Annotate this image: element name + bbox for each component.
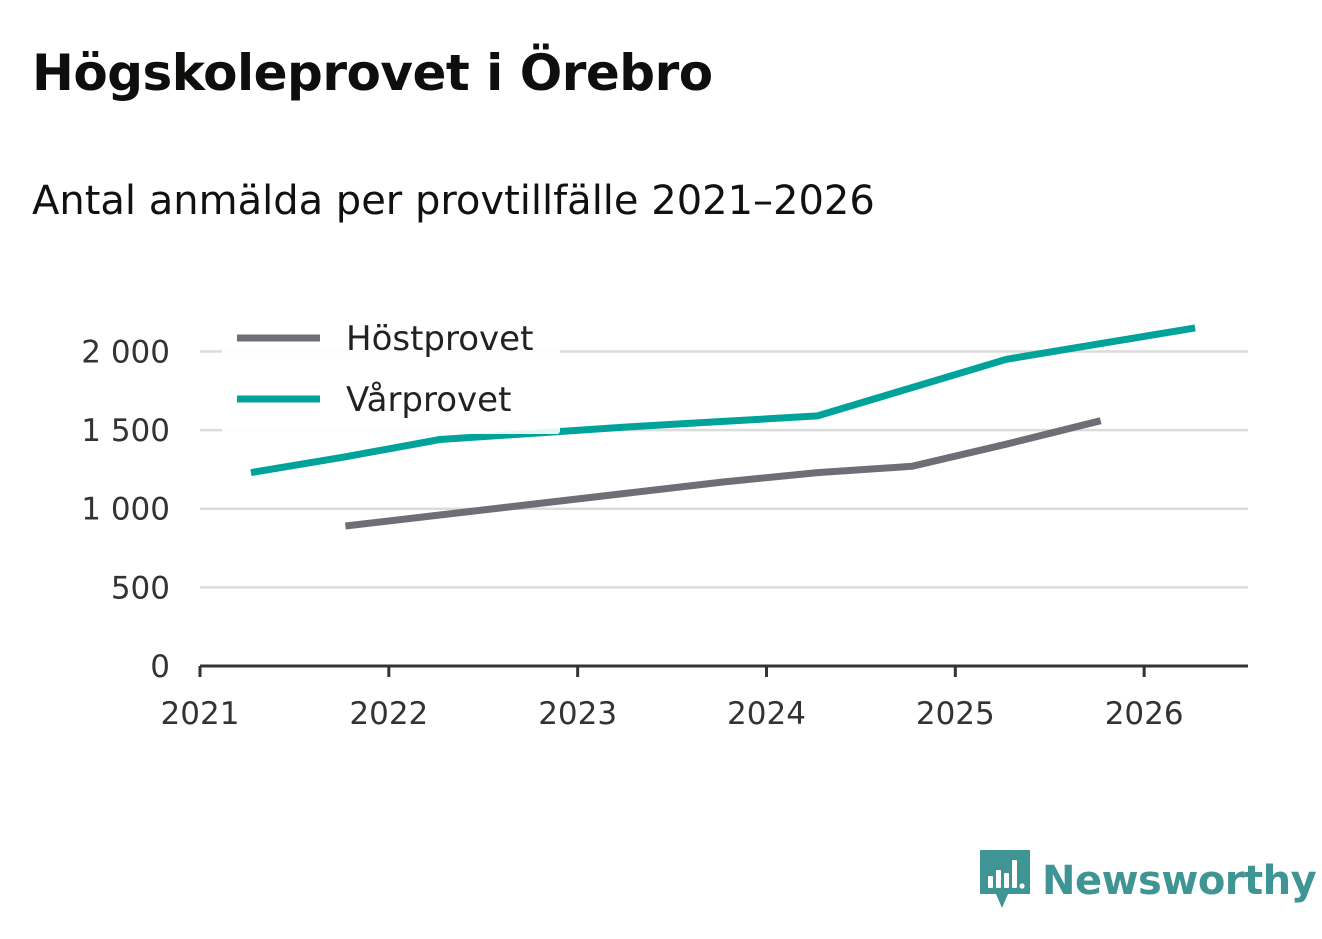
chart-title: Högskoleprovet i Örebro xyxy=(32,44,713,102)
y-tick-label: 1 000 xyxy=(81,492,170,528)
x-tick-label: 2023 xyxy=(538,696,617,732)
legend-label-varprovet: Vårprovet xyxy=(346,380,511,420)
brand-name: Newsworthy xyxy=(1042,858,1317,904)
x-tick-label: 2022 xyxy=(349,696,428,732)
x-tick-label: 2025 xyxy=(916,696,995,732)
legend: Höstprovet Vårprovet xyxy=(222,306,560,434)
x-tick-label: 2024 xyxy=(727,696,806,732)
series-line-hostprovet xyxy=(344,417,1102,530)
x-tick-label: 2026 xyxy=(1105,696,1184,732)
newsworthy-logo-icon xyxy=(980,850,1030,908)
y-tick-label: 500 xyxy=(111,570,170,606)
legend-label-hostprovet: Höstprovet xyxy=(346,319,533,359)
axes: 0 500 1 000 1 500 2 000 2021 2022 2023 2024 2025 2… xyxy=(81,334,1248,732)
newsworthy-logo: Newsworthy xyxy=(980,850,1317,912)
y-tick-label: 1 500 xyxy=(81,413,170,449)
x-tick-label: 2021 xyxy=(161,696,240,732)
series-lines xyxy=(250,324,1196,530)
y-tick-label: 0 xyxy=(150,649,170,685)
chart-subtitle: Antal anmälda per provtillfälle 2021–202… xyxy=(32,178,875,224)
series-line-varprovet xyxy=(250,324,1196,477)
y-tick-label: 2 000 xyxy=(81,334,170,370)
